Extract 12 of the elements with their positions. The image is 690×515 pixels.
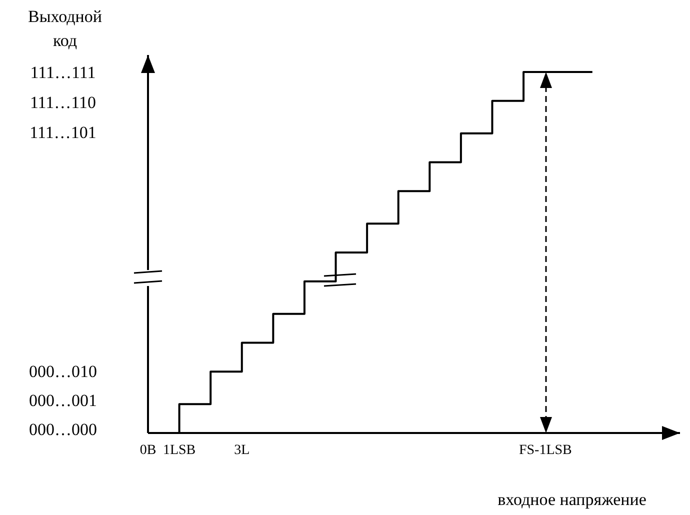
text: 111…110 [30,92,96,112]
text: 000…001 [29,390,97,410]
x-axis-title: входное напряжение [498,490,646,509]
text: 111…101 [30,122,96,142]
y-axis-title: Выходной код [28,7,102,50]
text: 111…111 [30,62,96,82]
text: 000…000 [29,420,97,439]
x-tick-label: 3L [234,443,250,458]
x-tick-label: 1LSB [162,443,196,458]
text: 000…010 [29,362,97,381]
x-tick-label: 0B [140,443,156,458]
x-tick-label: FS-1LSB [518,443,572,458]
